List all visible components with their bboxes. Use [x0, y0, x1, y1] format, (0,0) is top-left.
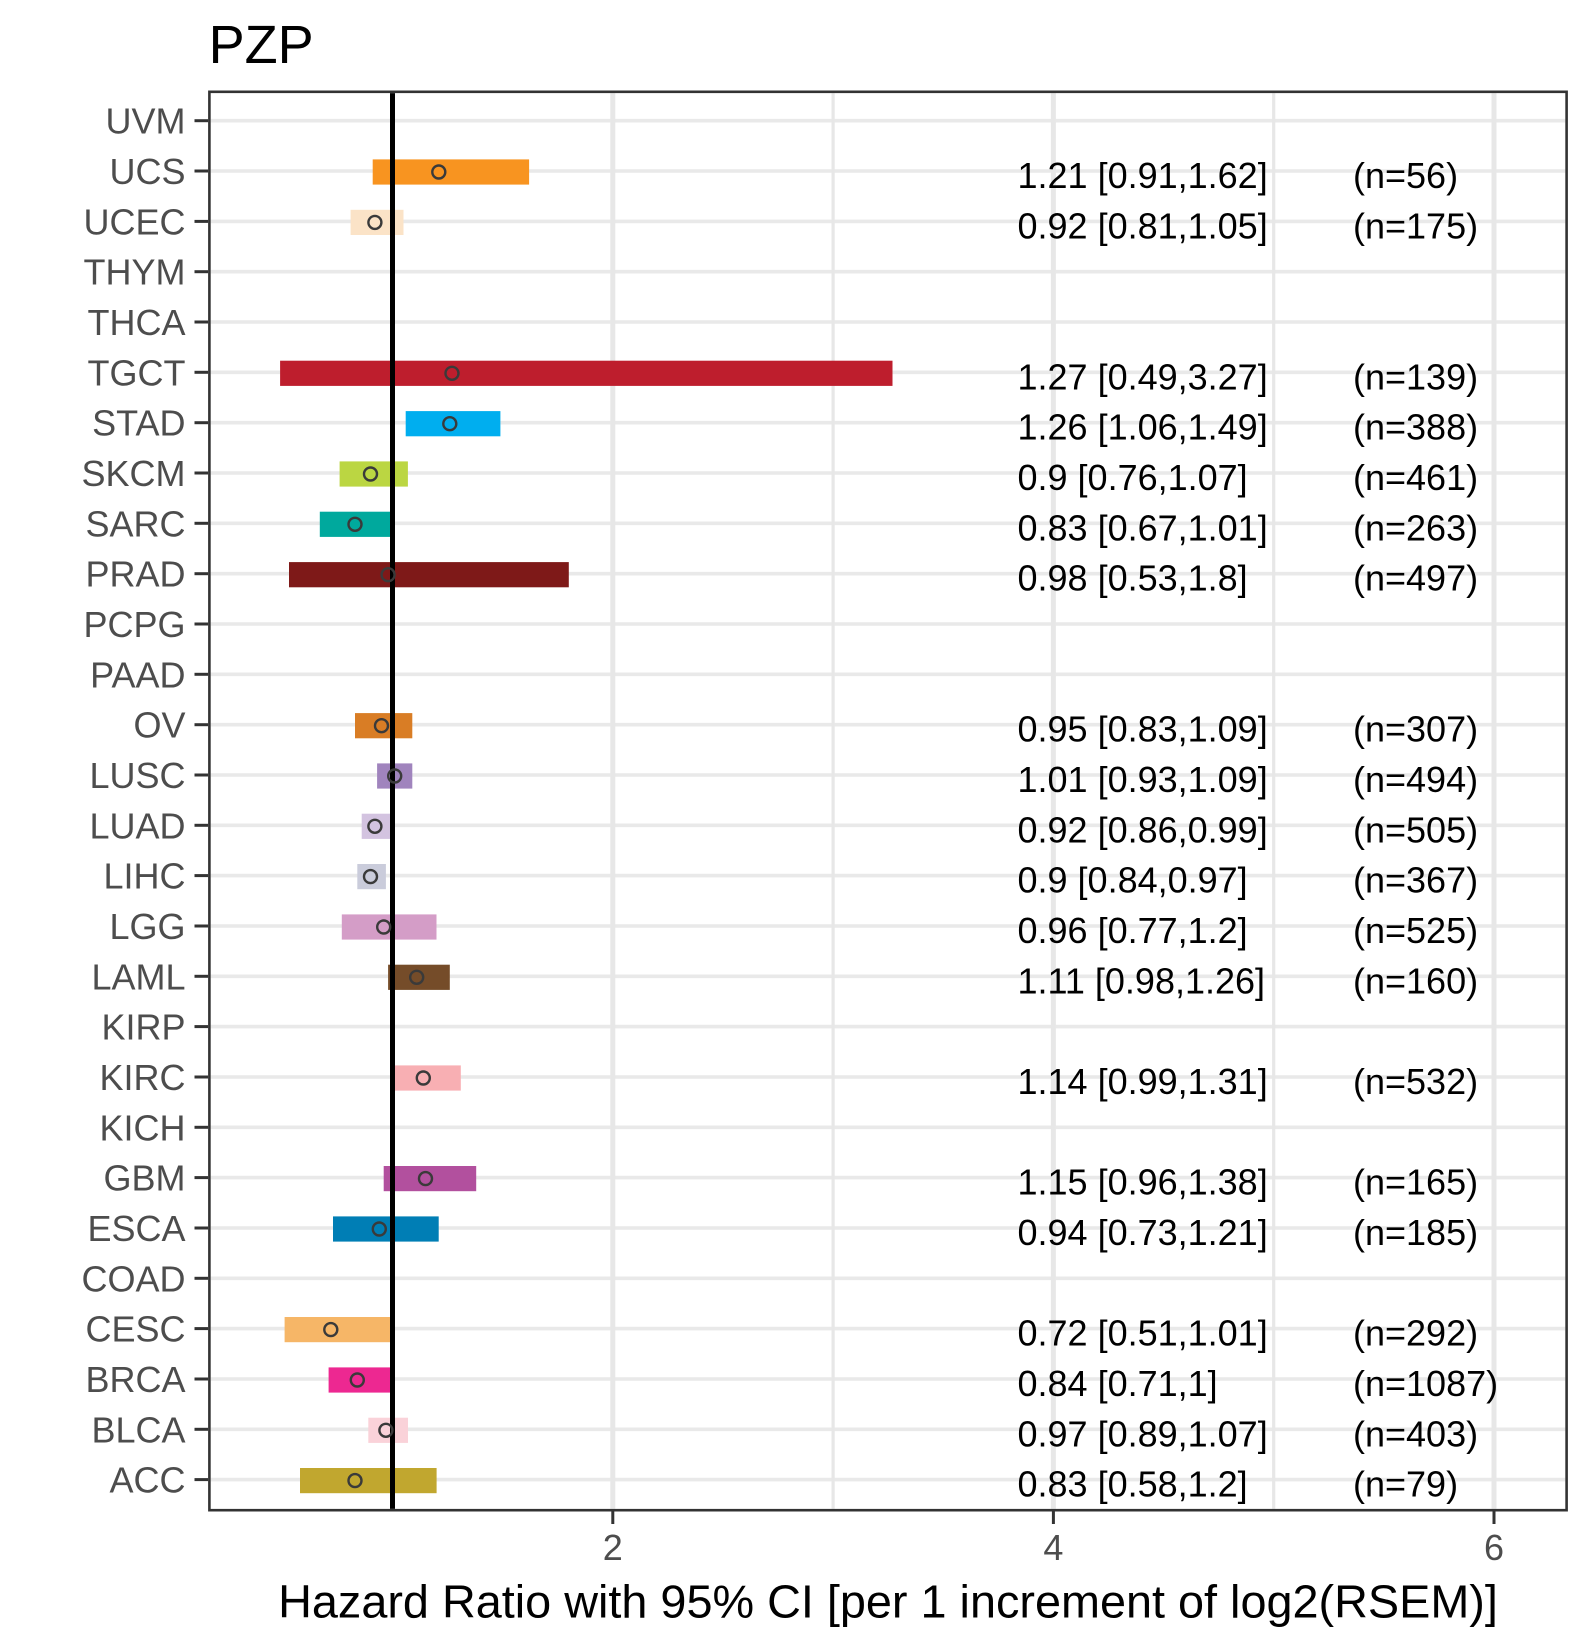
svg-text:LUSC: LUSC: [89, 755, 185, 796]
svg-text:0.96 [0.77,1.2]: 0.96 [0.77,1.2]: [1018, 910, 1248, 951]
svg-text:CESC: CESC: [85, 1309, 185, 1350]
svg-text:UVM: UVM: [106, 101, 186, 142]
svg-text:1.27 [0.49,3.27]: 1.27 [0.49,3.27]: [1018, 356, 1268, 397]
svg-text:4: 4: [1043, 1527, 1063, 1568]
svg-text:0.84 [0.71,1]: 0.84 [0.71,1]: [1018, 1363, 1218, 1404]
svg-text:LAML: LAML: [91, 956, 185, 997]
svg-text:BLCA: BLCA: [91, 1409, 185, 1450]
svg-text:(n=160): (n=160): [1353, 960, 1478, 1001]
svg-text:UCS: UCS: [109, 151, 185, 192]
svg-text:1.01 [0.93,1.09]: 1.01 [0.93,1.09]: [1018, 759, 1268, 800]
svg-text:PZP: PZP: [209, 15, 314, 75]
svg-text:6: 6: [1484, 1527, 1504, 1568]
svg-text:UCEC: UCEC: [83, 201, 185, 242]
svg-text:THCA: THCA: [88, 302, 186, 343]
svg-text:0.97 [0.89,1.07]: 0.97 [0.89,1.07]: [1018, 1413, 1268, 1454]
svg-text:1.14 [0.99,1.31]: 1.14 [0.99,1.31]: [1018, 1061, 1268, 1102]
svg-text:0.72 [0.51,1.01]: 0.72 [0.51,1.01]: [1018, 1313, 1268, 1354]
svg-text:BRCA: BRCA: [85, 1359, 185, 1400]
svg-text:LGG: LGG: [109, 906, 185, 947]
svg-text:(n=497): (n=497): [1353, 558, 1478, 599]
svg-text:(n=79): (n=79): [1353, 1464, 1458, 1505]
svg-text:1.21 [0.91,1.62]: 1.21 [0.91,1.62]: [1018, 155, 1268, 196]
svg-text:LIHC: LIHC: [103, 856, 185, 897]
svg-text:0.94 [0.73,1.21]: 0.94 [0.73,1.21]: [1018, 1212, 1268, 1253]
svg-text:GBM: GBM: [103, 1158, 185, 1199]
svg-text:(n=292): (n=292): [1353, 1313, 1478, 1354]
svg-text:OV: OV: [133, 705, 185, 746]
svg-text:(n=175): (n=175): [1353, 205, 1478, 246]
svg-text:0.9 [0.84,0.97]: 0.9 [0.84,0.97]: [1018, 860, 1248, 901]
svg-text:(n=263): (n=263): [1353, 507, 1478, 548]
svg-text:2: 2: [603, 1527, 623, 1568]
svg-text:SARC: SARC: [85, 503, 185, 544]
svg-text:0.92 [0.86,0.99]: 0.92 [0.86,0.99]: [1018, 809, 1268, 850]
svg-text:THYM: THYM: [84, 252, 186, 293]
svg-text:(n=505): (n=505): [1353, 809, 1478, 850]
svg-text:0.83 [0.58,1.2]: 0.83 [0.58,1.2]: [1018, 1464, 1248, 1505]
svg-text:KICH: KICH: [99, 1107, 185, 1148]
svg-text:0.98 [0.53,1.8]: 0.98 [0.53,1.8]: [1018, 558, 1248, 599]
svg-text:LUAD: LUAD: [89, 805, 185, 846]
svg-text:1.15 [0.96,1.38]: 1.15 [0.96,1.38]: [1018, 1162, 1268, 1203]
svg-text:(n=461): (n=461): [1353, 457, 1478, 498]
svg-text:(n=388): (n=388): [1353, 407, 1478, 448]
svg-text:PCPG: PCPG: [83, 604, 185, 645]
svg-text:SKCM: SKCM: [81, 453, 185, 494]
svg-text:STAD: STAD: [92, 403, 185, 444]
svg-text:(n=403): (n=403): [1353, 1413, 1478, 1454]
svg-text:(n=532): (n=532): [1353, 1061, 1478, 1102]
svg-text:(n=185): (n=185): [1353, 1212, 1478, 1253]
svg-text:PRAD: PRAD: [85, 554, 185, 595]
svg-text:(n=525): (n=525): [1353, 910, 1478, 951]
svg-text:(n=367): (n=367): [1353, 860, 1478, 901]
svg-text:Hazard Ratio with 95% CI [per: Hazard Ratio with 95% CI [per 1 incremen…: [278, 1576, 1498, 1628]
svg-text:TGCT: TGCT: [88, 352, 186, 393]
svg-text:ESCA: ESCA: [87, 1208, 185, 1249]
svg-text:(n=494): (n=494): [1353, 759, 1478, 800]
svg-text:0.83 [0.67,1.01]: 0.83 [0.67,1.01]: [1018, 507, 1268, 548]
svg-text:KIRP: KIRP: [101, 1007, 185, 1048]
svg-text:KIRC: KIRC: [99, 1057, 185, 1098]
svg-text:(n=165): (n=165): [1353, 1162, 1478, 1203]
svg-text:ACC: ACC: [109, 1460, 185, 1501]
svg-text:0.9 [0.76,1.07]: 0.9 [0.76,1.07]: [1018, 457, 1248, 498]
svg-text:(n=307): (n=307): [1353, 709, 1478, 750]
svg-text:PAAD: PAAD: [90, 654, 185, 695]
svg-text:(n=139): (n=139): [1353, 356, 1478, 397]
svg-text:(n=1087): (n=1087): [1353, 1363, 1498, 1404]
svg-text:0.92 [0.81,1.05]: 0.92 [0.81,1.05]: [1018, 205, 1268, 246]
svg-text:1.11 [0.98,1.26]: 1.11 [0.98,1.26]: [1018, 960, 1266, 1001]
svg-text:COAD: COAD: [81, 1258, 185, 1299]
svg-text:0.95 [0.83,1.09]: 0.95 [0.83,1.09]: [1018, 709, 1268, 750]
svg-text:1.26 [1.06,1.49]: 1.26 [1.06,1.49]: [1018, 407, 1268, 448]
svg-text:(n=56): (n=56): [1353, 155, 1458, 196]
